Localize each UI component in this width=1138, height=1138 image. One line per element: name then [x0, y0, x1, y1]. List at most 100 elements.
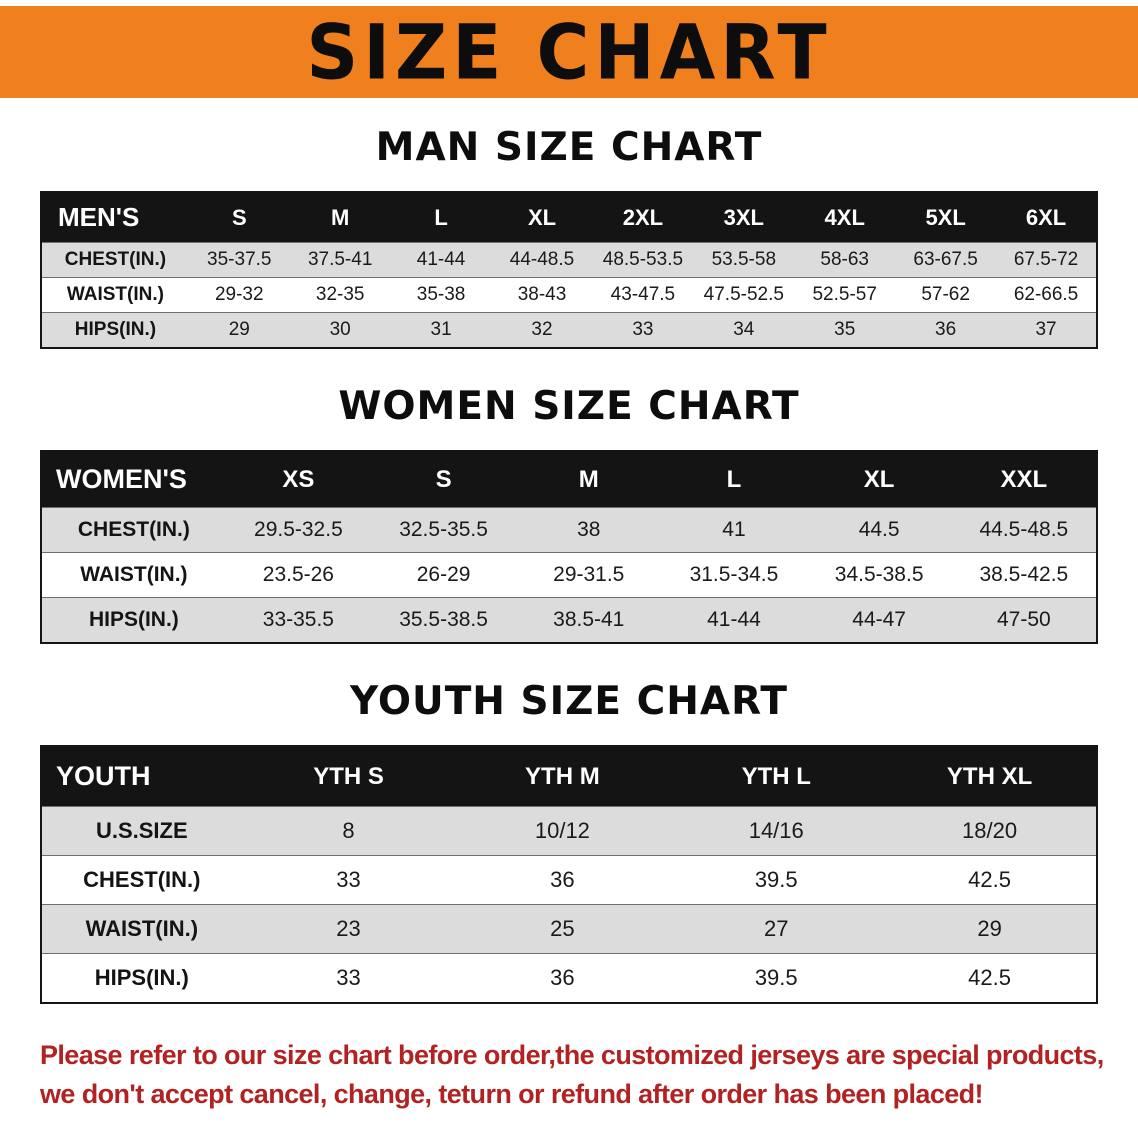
size-value: 33-35.5 — [262, 608, 334, 631]
size-value: 26-29 — [416, 563, 471, 586]
size-value: 29.5-32.5 — [254, 518, 343, 541]
table-group-label: YOUTH — [41, 746, 242, 807]
size-value: 32-35 — [315, 284, 365, 305]
size-value: 8 — [342, 818, 355, 843]
size-value: 37.5-41 — [307, 249, 373, 270]
disclaimer-note: Please refer to our size chart before or… — [40, 1036, 1138, 1114]
size-value: 44.5-48.5 — [979, 518, 1069, 541]
disclaimer-line-1: Please refer to our size chart before or… — [40, 1040, 1104, 1070]
size-value: 41-44 — [707, 608, 761, 631]
table-row: WAIST(IN.) 29-32 32-35 35-38 38-43 43-47.5 47.… — [41, 277, 1097, 313]
size-column-header: YTH S — [241, 746, 456, 807]
row-label: WAIST(IN.) — [80, 563, 188, 586]
size-value: 32 — [531, 319, 553, 340]
size-value: 62-66.5 — [1013, 284, 1079, 305]
size-value: 25 — [550, 916, 575, 941]
size-value: 38.5-42.5 — [979, 563, 1069, 586]
youth-size-table: YOUTH YTH S YTH M YTH L YTH XL U.S.SIZE 8 10/12… — [40, 745, 1098, 1004]
men-chart-heading: MAN SIZE CHART — [375, 125, 763, 170]
size-value: 36 — [550, 965, 575, 990]
size-value: 29 — [228, 319, 250, 340]
size-value: 58-63 — [820, 249, 870, 270]
size-value: 39.5 — [754, 867, 798, 892]
size-value: 29 — [977, 916, 1002, 941]
row-label: CHEST(IN.) — [64, 249, 167, 270]
row-label: U.S.SIZE — [95, 818, 188, 843]
size-column-header: YTH M — [455, 746, 670, 807]
size-column-header: L — [661, 451, 807, 508]
size-column-header: L — [390, 192, 492, 243]
size-column-header: 5XL — [895, 192, 997, 243]
table-header-row: WOMEN'S XS S M L XL XXL — [41, 451, 1097, 508]
size-value: 67.5-72 — [1013, 249, 1079, 270]
size-column-header: YTH L — [669, 746, 884, 807]
women-chart-wrap: WOMEN'S XS S M L XL XXL CHEST(IN.) 29.5-32.5 32.5… — [40, 450, 1098, 644]
women-chart-heading: WOMEN SIZE CHART — [338, 384, 800, 429]
size-value: 33 — [632, 319, 654, 340]
table-group-label: WOMEN'S — [41, 451, 226, 508]
youth-chart-wrap: YOUTH YTH S YTH M YTH L YTH XL U.S.SIZE 8 10/12… — [40, 745, 1098, 1004]
men-chart-wrap: MEN'S S M L XL 2XL 3XL 4XL 5XL 6XL CHEST(IN.) 35-37… — [40, 191, 1098, 349]
youth-size-chart-section: YOUTH SIZE CHART YOUTH YTH S YTH M YTH L YTH… — [0, 682, 1138, 1004]
title-banner: SIZE CHART — [0, 6, 1138, 98]
size-value: 10/12 — [534, 818, 590, 843]
row-label: CHEST(IN.) — [77, 518, 190, 541]
size-value: 41-44 — [416, 249, 466, 270]
men-size-table: MEN'S S M L XL 2XL 3XL 4XL 5XL 6XL CHEST(IN.) 35-37… — [40, 191, 1098, 349]
size-value: 38 — [577, 518, 601, 541]
table-row: CHEST(IN.) 33 36 39.5 42.5 — [41, 855, 1097, 905]
size-value: 38-43 — [517, 284, 567, 305]
table-group-label: MEN'S — [41, 192, 189, 243]
size-value: 34 — [733, 319, 755, 340]
size-column-header: S — [370, 451, 517, 508]
size-column-header: S — [188, 192, 290, 243]
youth-chart-heading: YOUTH SIZE CHART — [350, 679, 788, 724]
size-value: 53.5-58 — [711, 249, 777, 270]
size-value: 35 — [834, 319, 856, 340]
size-column-header: XL — [806, 451, 952, 508]
size-value: 39.5 — [754, 965, 798, 990]
table-row: U.S.SIZE 8 10/12 14/16 18/20 — [41, 806, 1097, 856]
size-value: 63-67.5 — [913, 249, 978, 270]
size-column-header: XL — [491, 192, 593, 243]
size-value: 31.5-34.5 — [689, 563, 779, 586]
size-value: 42.5 — [968, 965, 1011, 990]
row-label: HIPS(IN.) — [94, 965, 189, 990]
size-value: 31 — [430, 319, 452, 340]
size-column-header: 4XL — [794, 192, 896, 243]
table-row: HIPS(IN.) 33-35.5 35.5-38.5 38.5-41 41-44 44-… — [41, 597, 1097, 643]
size-column-header: 2XL — [592, 192, 694, 243]
size-value: 57-62 — [921, 284, 970, 305]
women-size-table: WOMEN'S XS S M L XL XXL CHEST(IN.) 29.5-32.5 32.5… — [40, 450, 1098, 644]
size-value: 47-50 — [997, 608, 1051, 631]
size-value: 42.5 — [968, 867, 1011, 892]
size-value: 38.5-41 — [553, 608, 625, 631]
size-column-header: YTH XL — [883, 746, 1097, 807]
size-value: 35.5-38.5 — [399, 608, 488, 631]
size-value: 43-47.5 — [610, 284, 676, 305]
size-column-header: XS — [225, 451, 371, 508]
size-value: 44-48.5 — [509, 249, 575, 270]
size-value: 33 — [336, 867, 361, 892]
size-value: 34.5-38.5 — [834, 563, 924, 586]
size-column-header: M — [289, 192, 391, 243]
size-value: 33 — [336, 965, 361, 990]
size-value: 44-47 — [852, 608, 906, 631]
table-row: HIPS(IN.) 29 30 31 32 33 34 35 36 37 — [41, 312, 1097, 348]
size-column-header: M — [516, 451, 662, 508]
table-header-row: YOUTH YTH S YTH M YTH L YTH XL — [41, 746, 1097, 807]
size-column-header: 3XL — [693, 192, 795, 243]
size-column-header: 6XL — [996, 192, 1097, 243]
size-value: 18/20 — [962, 818, 1018, 843]
men-size-chart-section: MAN SIZE CHART MEN'S S M L XL 2XL 3XL 4XL 5XL 6XL… — [0, 128, 1138, 349]
size-value: 23 — [336, 916, 361, 941]
size-value: 29-31.5 — [553, 563, 625, 586]
size-value: 47.5-52.5 — [703, 284, 784, 305]
women-size-chart-section: WOMEN SIZE CHART WOMEN'S XS S M L XL XXL CHEST(… — [0, 387, 1138, 644]
table-row: CHEST(IN.) 35-37.5 37.5-41 41-44 44-48.5 48.5… — [41, 242, 1097, 278]
size-column-header: XXL — [951, 451, 1097, 508]
row-label: HIPS(IN.) — [88, 608, 179, 631]
size-value: 41 — [722, 518, 746, 541]
size-value: 29-32 — [214, 284, 264, 305]
table-row: WAIST(IN.) 23.5-26 26-29 29-31.5 31.5-34.5 34… — [41, 552, 1097, 598]
